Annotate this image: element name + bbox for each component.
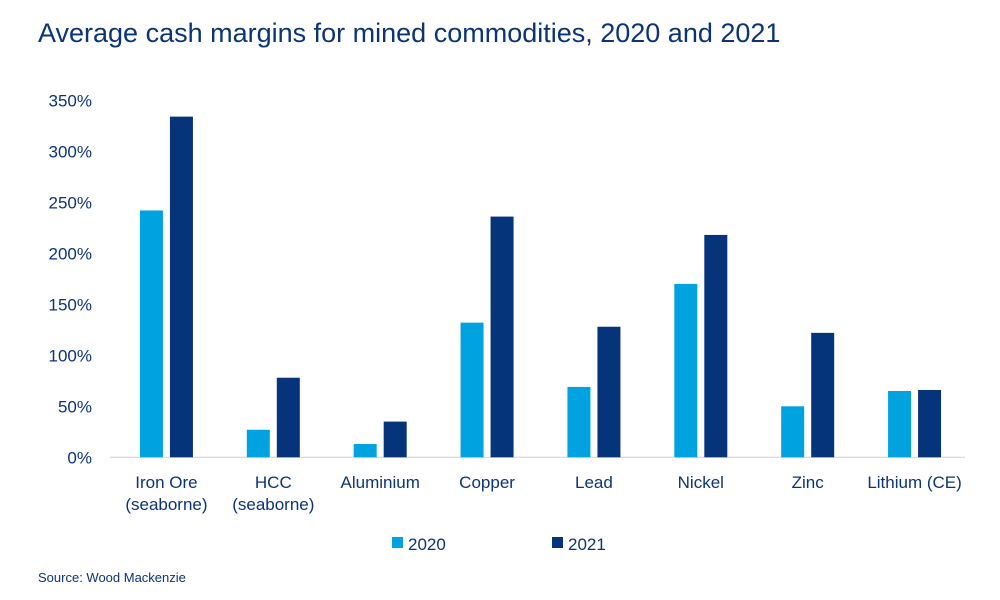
bar-2021 xyxy=(704,234,728,458)
bar-2020 xyxy=(246,429,270,458)
y-tick-label: 100% xyxy=(49,346,92,365)
y-tick-label: 250% xyxy=(49,193,92,212)
x-tick-label: Aluminium xyxy=(341,473,420,492)
x-tick-label: (seaborne) xyxy=(125,495,207,514)
bar-2020 xyxy=(139,210,163,458)
bar-2021 xyxy=(597,326,621,458)
legend-swatch-2020 xyxy=(392,537,403,548)
bar-2020 xyxy=(888,391,912,458)
x-tick-label: Zinc xyxy=(792,473,825,492)
legend-label: 2021 xyxy=(568,535,606,554)
bar-2020 xyxy=(460,322,484,458)
bar-2021 xyxy=(918,389,942,458)
bar-2021 xyxy=(276,377,300,458)
bar-2020 xyxy=(674,283,698,458)
y-tick-label: 150% xyxy=(49,295,92,314)
source-note: Source: Wood Mackenzie xyxy=(38,570,186,585)
bar-2020 xyxy=(567,386,591,458)
y-tick-label: 50% xyxy=(58,397,92,416)
legend-label: 2020 xyxy=(408,535,446,554)
bar-2020 xyxy=(353,444,377,458)
y-tick-label: 200% xyxy=(49,244,92,263)
bar-2021 xyxy=(383,421,407,458)
y-tick-label: 0% xyxy=(67,448,92,467)
x-tick-label: Lead xyxy=(575,473,613,492)
x-tick-label: Nickel xyxy=(678,473,724,492)
x-tick-label: HCC xyxy=(255,473,292,492)
bar-2020 xyxy=(781,406,805,458)
chart-title: Average cash margins for mined commoditi… xyxy=(38,18,781,48)
x-tick-label: Iron Ore xyxy=(135,473,197,492)
y-tick-label: 300% xyxy=(49,142,92,161)
x-tick-label: (seaborne) xyxy=(232,495,314,514)
legend-swatch-2021 xyxy=(552,537,563,548)
bar-2021 xyxy=(490,216,514,458)
y-tick-label: 350% xyxy=(49,91,92,110)
x-tick-label: Copper xyxy=(459,473,515,492)
bar-2021 xyxy=(169,116,193,458)
x-tick-label: Lithium (CE) xyxy=(867,473,961,492)
bar-2021 xyxy=(811,332,835,458)
